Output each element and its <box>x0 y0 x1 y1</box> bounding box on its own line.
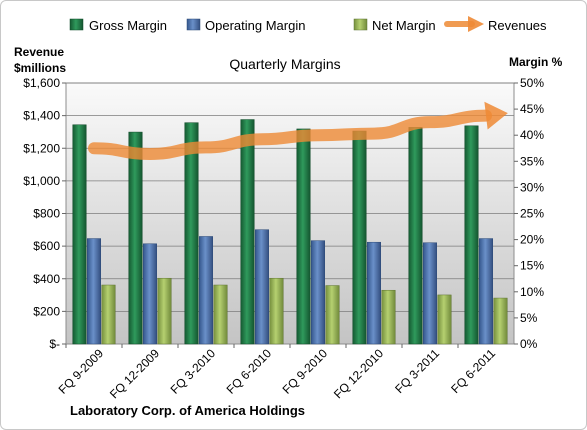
legend-swatch-gross-margin <box>69 18 84 31</box>
legend-label-revenues: Revenues <box>488 18 547 33</box>
net-margin-bar <box>493 297 508 345</box>
left-axis-ticks: $- $200 $400 $600 $800 $1,000 $1,200 $1,400 $1,6… <box>23 76 66 351</box>
net-margin-bar <box>325 285 340 345</box>
operating-margin-bar <box>367 241 381 345</box>
gross-margin-bar <box>184 122 199 345</box>
gross-margin-bar <box>464 125 479 345</box>
x-tick-label: FQ 9-2010 <box>280 346 331 397</box>
x-tick-label: FQ 3-2010 <box>168 346 219 397</box>
left-tick-label: $1,600 <box>23 76 60 90</box>
operating-margin-bar <box>143 243 157 345</box>
right-axis-label: Margin % <box>509 55 563 69</box>
left-tick-label: $- <box>49 337 60 351</box>
left-tick-label: $800 <box>33 207 60 221</box>
revenues-line <box>88 101 508 160</box>
x-tick-label: FQ 9-2009 <box>56 346 107 397</box>
x-tick-label: FQ 6-2010 <box>224 346 275 397</box>
net-margin-bar <box>157 277 172 345</box>
right-tick-label: 25% <box>520 207 544 221</box>
operating-margin-bar <box>255 229 269 345</box>
right-axis-ticks: 0% 5% 10% 15% 20% 25% 30% 35% 40% 45% 50% <box>514 76 544 351</box>
net-margin-bar <box>213 284 228 345</box>
revenues-arrow-head <box>484 101 508 130</box>
right-tick-label: 0% <box>520 337 538 351</box>
gross-margin-bar <box>128 131 143 345</box>
operating-margin-bar <box>423 242 437 345</box>
legend: Gross Margin Operating Margin Net Margin… <box>69 16 547 33</box>
right-tick-label: 35% <box>520 154 544 168</box>
left-tick-label: $1,000 <box>23 174 60 188</box>
operating-margin-bar <box>87 238 101 345</box>
left-tick-label: $400 <box>33 272 60 286</box>
operating-margin-bar <box>479 238 493 345</box>
operating-margin-bar <box>311 240 325 345</box>
right-tick-label: 50% <box>520 76 544 90</box>
net-margin-bar <box>101 284 116 345</box>
company-footer: Laboratory Corp. of America Holdings <box>70 403 305 418</box>
operating-margin-bar <box>199 236 213 345</box>
x-tick-label: FQ 6-2011 <box>448 346 498 396</box>
net-margin-bar <box>381 289 396 345</box>
left-tick-label: $200 <box>33 304 60 318</box>
left-tick-label: $600 <box>33 239 60 253</box>
net-margin-bar <box>437 294 452 345</box>
left-axis-label-line1: Revenue <box>14 45 64 59</box>
revenues-line-path <box>88 109 492 160</box>
chart-title: Quarterly Margins <box>229 56 340 72</box>
left-tick-label: $1,400 <box>23 109 60 123</box>
right-tick-label: 5% <box>520 311 538 325</box>
legend-label-net-margin: Net Margin <box>372 18 436 33</box>
x-tick-label: FQ 12-2009 <box>107 346 162 401</box>
right-tick-label: 10% <box>520 285 544 299</box>
x-axis-ticks: FQ 9-2009 FQ 12-2009 FQ 3-2010 FQ 6-2010 FQ … <box>56 344 498 401</box>
legend-swatch-operating-margin <box>186 18 201 31</box>
right-tick-label: 45% <box>520 102 544 116</box>
legend-swatch-net-margin <box>353 18 368 31</box>
net-margin-bar <box>269 277 284 345</box>
x-tick-label: FQ 3-2011 <box>392 346 442 396</box>
bars <box>72 119 508 345</box>
gross-margin-bar <box>408 127 423 345</box>
x-tick-label: FQ 12-2010 <box>331 346 386 401</box>
left-axis-label-line2: $millions <box>14 61 66 75</box>
right-tick-label: 20% <box>520 233 544 247</box>
gross-margin-bar <box>240 119 255 345</box>
right-tick-label: 15% <box>520 259 544 273</box>
gross-margin-bar <box>72 124 87 345</box>
gross-margin-bar <box>296 128 311 345</box>
legend-swatch-revenues <box>444 16 484 32</box>
gross-margin-bar <box>352 130 367 345</box>
right-tick-label: 40% <box>520 128 544 142</box>
legend-label-gross-margin: Gross Margin <box>89 18 167 33</box>
legend-label-operating-margin: Operating Margin <box>205 18 305 33</box>
right-tick-label: 30% <box>520 180 544 194</box>
left-tick-label: $1,200 <box>23 141 60 155</box>
